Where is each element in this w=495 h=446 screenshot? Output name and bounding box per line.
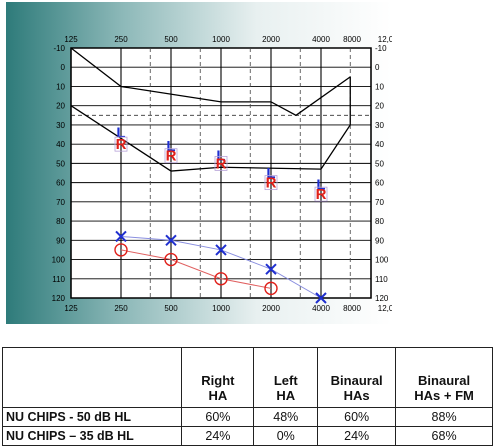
y-tick-label: 20 [56, 102, 65, 111]
y-tick-label: 30 [375, 121, 384, 130]
y-tick-label: 70 [375, 198, 384, 207]
header-cell: Binaural HAs + FM [395, 347, 493, 408]
marker-x [215, 244, 227, 256]
x-tick-label: 8000 [343, 304, 361, 313]
y-tick-label: 10 [375, 82, 384, 91]
table-cell: 88% [395, 407, 493, 427]
marker-r: R [166, 148, 177, 165]
x-tick-label: 12,000 [378, 35, 392, 44]
table-cell: 60% [317, 407, 397, 427]
marker-x [315, 292, 327, 304]
y-tick-label: 30 [56, 121, 65, 130]
marker-x [265, 263, 277, 275]
y-tick-label: 110 [52, 275, 65, 284]
x-tick-label: 1000 [212, 304, 230, 313]
table-cell: 24% [181, 426, 255, 446]
y-tick-label: 100 [375, 256, 389, 265]
y-tick-label: 90 [56, 236, 65, 245]
marker-l: L [316, 177, 325, 194]
x-tick-label: 1000 [212, 35, 230, 44]
audiogram-chart: 1251252502505005001000100020002000400040… [52, 35, 392, 313]
y-tick-label: 100 [52, 256, 66, 265]
marker-r: R [316, 186, 327, 203]
header-cell: Left HA [253, 347, 319, 408]
speech-banana-upper [70, 47, 351, 117]
x-tick-label: 500 [164, 304, 178, 313]
y-tick-label: 10 [56, 82, 65, 91]
header-cell [1, 347, 183, 408]
y-tick-label: 60 [56, 179, 65, 188]
marker-l: L [166, 138, 175, 155]
x-tick-label: 250 [114, 35, 128, 44]
row-label: NU CHIPS - 50 dB HL [1, 407, 183, 427]
table-cell: 0% [253, 426, 319, 446]
y-tick-label: 50 [375, 159, 384, 168]
marker-box [314, 186, 328, 202]
x-tick-label: 12,000 [378, 304, 392, 313]
y-tick-label: 80 [56, 217, 65, 226]
table-cell: 68% [395, 426, 493, 446]
marker-box [114, 136, 128, 152]
y-tick-label: 0 [61, 63, 66, 72]
table-cell: 48% [253, 407, 319, 427]
row-label: NU CHIPS – 35 dB HL [1, 426, 183, 446]
x-tick-label: 8000 [343, 35, 361, 44]
marker-o [214, 272, 228, 286]
table-header-row: Right HA Left HA Binaural HAs Binaural H… [1, 347, 493, 408]
table-cell: 24% [317, 426, 397, 446]
y-tick-label: 50 [56, 159, 65, 168]
marker-box [264, 175, 278, 191]
y-tick-label: -10 [375, 44, 387, 53]
header-cell: Right HA [181, 347, 255, 408]
marker-o [264, 281, 278, 296]
marker-o [164, 252, 178, 267]
y-tick-label: 90 [375, 236, 384, 245]
x-tick-label: 2000 [262, 35, 280, 44]
y-tick-label: 40 [56, 140, 65, 149]
marker-o [114, 243, 128, 257]
table-row: NU CHIPS - 50 dB HL 60% 48% 60% 88% [1, 407, 493, 427]
y-tick-label: 60 [375, 179, 384, 188]
y-tick-label: 70 [56, 198, 65, 207]
y-tick-label: -10 [53, 44, 65, 53]
audiogram-panel: 125 125 250 250 500 500 1000 1000 2000 2000 4000 40… [6, 2, 392, 324]
marker-r: R [116, 136, 127, 153]
x-tick-label: 4000 [312, 304, 330, 313]
y-tick-label: 40 [375, 140, 384, 149]
marker-box [214, 155, 228, 171]
y-tick-label: 0 [375, 63, 380, 72]
y-tick-label: 110 [375, 275, 388, 284]
series-line-o [120, 249, 272, 289]
y-tick-label: 20 [375, 102, 384, 111]
y-tick-label: 120 [52, 294, 66, 303]
results-table: Right HA Left HA Binaural HAs Binaural H… [1, 347, 493, 446]
speech-banana-lower [70, 76, 351, 172]
x-tick-label: 2000 [262, 304, 280, 313]
marker-x [115, 230, 127, 243]
marker-box [164, 148, 178, 164]
x-tick-label: 125 [64, 35, 78, 44]
marker-l: L [116, 125, 125, 142]
table-cell: 60% [181, 407, 255, 427]
header-cell: Binaural HAs [317, 347, 397, 408]
marker-r: R [266, 175, 277, 192]
table-row: NU CHIPS – 35 dB HL 24% 0% 24% 68% [1, 426, 493, 446]
y-tick-label: 120 [375, 294, 389, 303]
x-tick-label: 4000 [312, 35, 330, 44]
x-tick-label: 250 [114, 304, 128, 313]
marker-r: R [216, 155, 227, 172]
marker-x [165, 234, 177, 247]
y-tick-label: 80 [375, 217, 384, 226]
x-tick-label: 500 [164, 35, 178, 44]
x-tick-label: 125 [64, 304, 78, 313]
marker-l: L [266, 165, 275, 182]
